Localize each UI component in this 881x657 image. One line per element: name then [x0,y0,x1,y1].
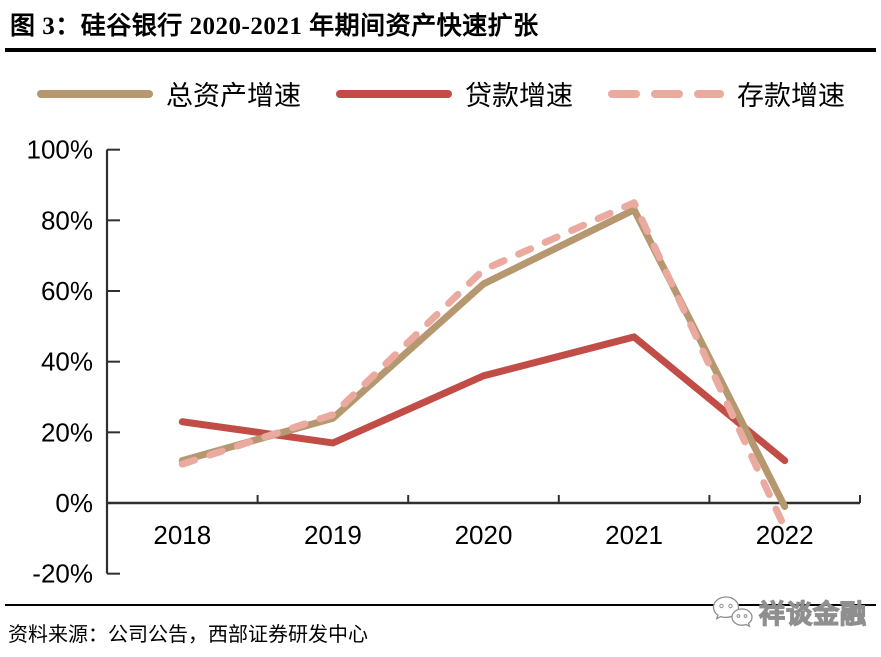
x-tick-label: 2020 [455,520,513,550]
loans-line-swatch [336,89,452,98]
wechat-icon [712,595,753,628]
watermark-label: 祥谈金融 [758,599,867,629]
line-chart: -20% 0% 20% 40% 60% 80% 100% 2018 2019 2020 2021 20… [27,135,861,589]
x-tick-label: 2022 [756,520,814,550]
x-tick-label: 2021 [605,520,663,550]
deposits-dashed-swatch [608,89,724,98]
series-total_assets [178,206,789,511]
total-assets-line-swatch [37,89,153,98]
y-tick-label: 80% [41,205,93,235]
source-note: 资料来源：公司公告，西部证券研发中心 [8,624,368,646]
legend-item-total-assets: 总资产增速 [36,74,301,113]
legend-label-loans: 贷款增速 [465,81,573,111]
series-deposits [178,199,789,532]
y-tick-label: 40% [41,347,93,377]
title-divider [5,48,876,52]
y-tick-label: 0% [55,488,93,518]
y-tick-label: 100% [27,135,94,165]
legend-label-deposits: 存款增速 [737,81,845,111]
y-tick-label: -20% [32,559,93,589]
series-loans [178,333,789,465]
x-tick-label: 2019 [304,520,362,550]
y-tick-label: 60% [41,276,93,306]
y-tick-label: 20% [41,417,93,447]
footer-divider [5,604,876,606]
legend-item-deposits: 存款增速 [607,74,845,113]
watermark: 祥谈金融 [712,594,867,631]
x-tick-label: 2018 [153,520,211,550]
legend-label-total-assets: 总资产增速 [166,81,301,111]
figure-title: 图 3：硅谷银行 2020-2021 年期间资产快速扩张 [10,13,539,40]
chart-legend: 总资产增速 贷款增速 存款增速 [0,74,881,113]
legend-item-loans: 贷款增速 [335,74,573,113]
